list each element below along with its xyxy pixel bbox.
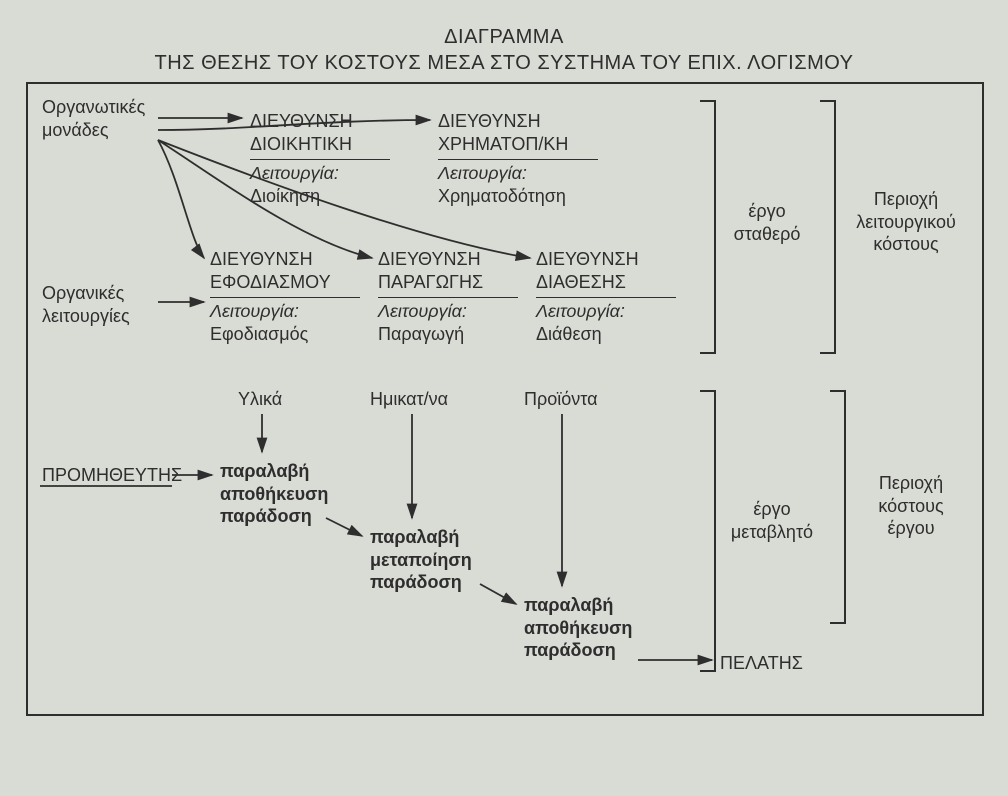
func-label-finance: Λειτουργία: [438, 163, 527, 183]
flow-step-1: παραλαβή αποθήκευση παράδοση [220, 460, 328, 528]
region-var-label: Περιοχή κόστους έργου [852, 472, 970, 540]
flow-step3-l3: παράδοση [524, 640, 616, 660]
org-funcs-l2: λειτουργίες [42, 306, 130, 326]
var-l1: έργο [753, 499, 790, 519]
dir-disposal-l1: ΔΙΕΥΘΥΝΣΗ [536, 249, 639, 269]
flow-step1-l2: αποθήκευση [220, 484, 328, 504]
region-var-l1: Περιοχή [879, 473, 943, 493]
dir-admin-l2: ΔΙΟΙΚΗΤΙΚΗ [250, 134, 352, 154]
customer-label: ΠΕΛΑΤΗΣ [720, 652, 803, 675]
region-var-l3: έργου [887, 518, 934, 538]
flow-step2-l2: μεταποίηση [370, 550, 472, 570]
flow-col1-header: Υλικά [238, 388, 282, 411]
dir-supply: ΔΙΕΥΘΥΝΣΗ ΕΦΟΔΙΑΣΜΟΥ Λειτουργία: Εφοδιασ… [210, 248, 360, 345]
func-label-supply: Λειτουργία: [210, 301, 299, 321]
region-fixed-l2: λειτουργικού [856, 212, 956, 232]
fixed-l1: έργο [748, 201, 785, 221]
fixed-work-label: έργο σταθερό [722, 200, 812, 245]
bracket-var-inner [700, 390, 716, 672]
func-production: Παραγωγή [378, 324, 464, 344]
dir-supply-l1: ΔΙΕΥΘΥΝΣΗ [210, 249, 313, 269]
flow-step3-l1: παραλαβή [524, 595, 613, 615]
flow-col2-header: Ημικατ/να [370, 388, 448, 411]
var-work-label: έργο μεταβλητό [722, 498, 822, 543]
fixed-l2: σταθερό [734, 224, 801, 244]
dir-finance-l1: ΔΙΕΥΘΥΝΣΗ [438, 111, 541, 131]
org-funcs-l1: Οργανικές [42, 283, 124, 303]
diagram-title-line2: ΤΗΣ ΘΕΣΗΣ ΤΟΥ ΚΟΣΤΟΥΣ ΜΕΣΑ ΣΤΟ ΣΥΣΤΗΜΑ Τ… [0, 52, 1008, 75]
region-fixed-l3: κόστους [873, 234, 938, 254]
org-funcs-label: Οργανικές λειτουργίες [42, 282, 130, 327]
dir-admin-l1: ΔΙΕΥΘΥΝΣΗ [250, 111, 353, 131]
diagram-title-line1: ΔΙΑΓΡΑΜΜΑ [0, 26, 1008, 49]
region-var-l2: κόστους [878, 496, 943, 516]
flow-step2-l3: παράδοση [370, 572, 462, 592]
flow-step-3: παραλαβή αποθήκευση παράδοση [524, 594, 632, 662]
dir-finance-l2: ΧΡΗΜΑΤΟΠ/ΚΗ [438, 134, 568, 154]
dir-production-l2: ΠΑΡΑΓΩΓΗΣ [378, 272, 483, 292]
bracket-fixed-inner [700, 100, 716, 354]
supplier-label: ΠΡΟΜΗΘΕΥΤΗΣ [42, 464, 182, 487]
func-supply: Εφοδιασμός [210, 324, 308, 344]
func-finance: Χρηματοδότηση [438, 186, 566, 206]
flow-step-2: παραλαβή μεταποίηση παράδοση [370, 526, 472, 594]
org-units-l2: μονάδες [42, 120, 109, 140]
flow-step1-l3: παράδοση [220, 506, 312, 526]
dir-finance: ΔΙΕΥΘΥΝΣΗ ΧΡΗΜΑΤΟΠ/ΚΗ Λειτουργία: Χρηματ… [438, 110, 598, 207]
func-label-production: Λειτουργία: [378, 301, 467, 321]
func-admin: Διοίκηση [250, 186, 320, 206]
dir-admin: ΔΙΕΥΘΥΝΣΗ ΔΙΟΙΚΗΤΙΚΗ Λειτουργία: Διοίκησ… [250, 110, 390, 207]
flow-step1-l1: παραλαβή [220, 461, 309, 481]
func-label-admin: Λειτουργία: [250, 163, 339, 183]
dir-disposal: ΔΙΕΥΘΥΝΣΗ ΔΙΑΘΕΣΗΣ Λειτουργία: Διάθεση [536, 248, 676, 345]
dir-supply-l2: ΕΦΟΔΙΑΣΜΟΥ [210, 272, 331, 292]
org-units-label: Οργανωτικές μονάδες [42, 96, 145, 141]
dir-disposal-l2: ΔΙΑΘΕΣΗΣ [536, 272, 626, 292]
org-units-l1: Οργανωτικές [42, 97, 145, 117]
flow-step3-l2: αποθήκευση [524, 618, 632, 638]
func-disposal: Διάθεση [536, 324, 602, 344]
region-fixed-label: Περιοχή λειτουργικού κόστους [842, 188, 970, 256]
func-label-disposal: Λειτουργία: [536, 301, 625, 321]
bracket-fixed-outer [820, 100, 836, 354]
dir-production: ΔΙΕΥΘΥΝΣΗ ΠΑΡΑΓΩΓΗΣ Λειτουργία: Παραγωγή [378, 248, 518, 345]
region-fixed-l1: Περιοχή [874, 189, 938, 209]
flow-step2-l1: παραλαβή [370, 527, 459, 547]
flow-col3-header: Προϊόντα [524, 388, 598, 411]
var-l2: μεταβλητό [731, 522, 813, 542]
dir-production-l1: ΔΙΕΥΘΥΝΣΗ [378, 249, 481, 269]
bracket-var-outer [830, 390, 846, 624]
